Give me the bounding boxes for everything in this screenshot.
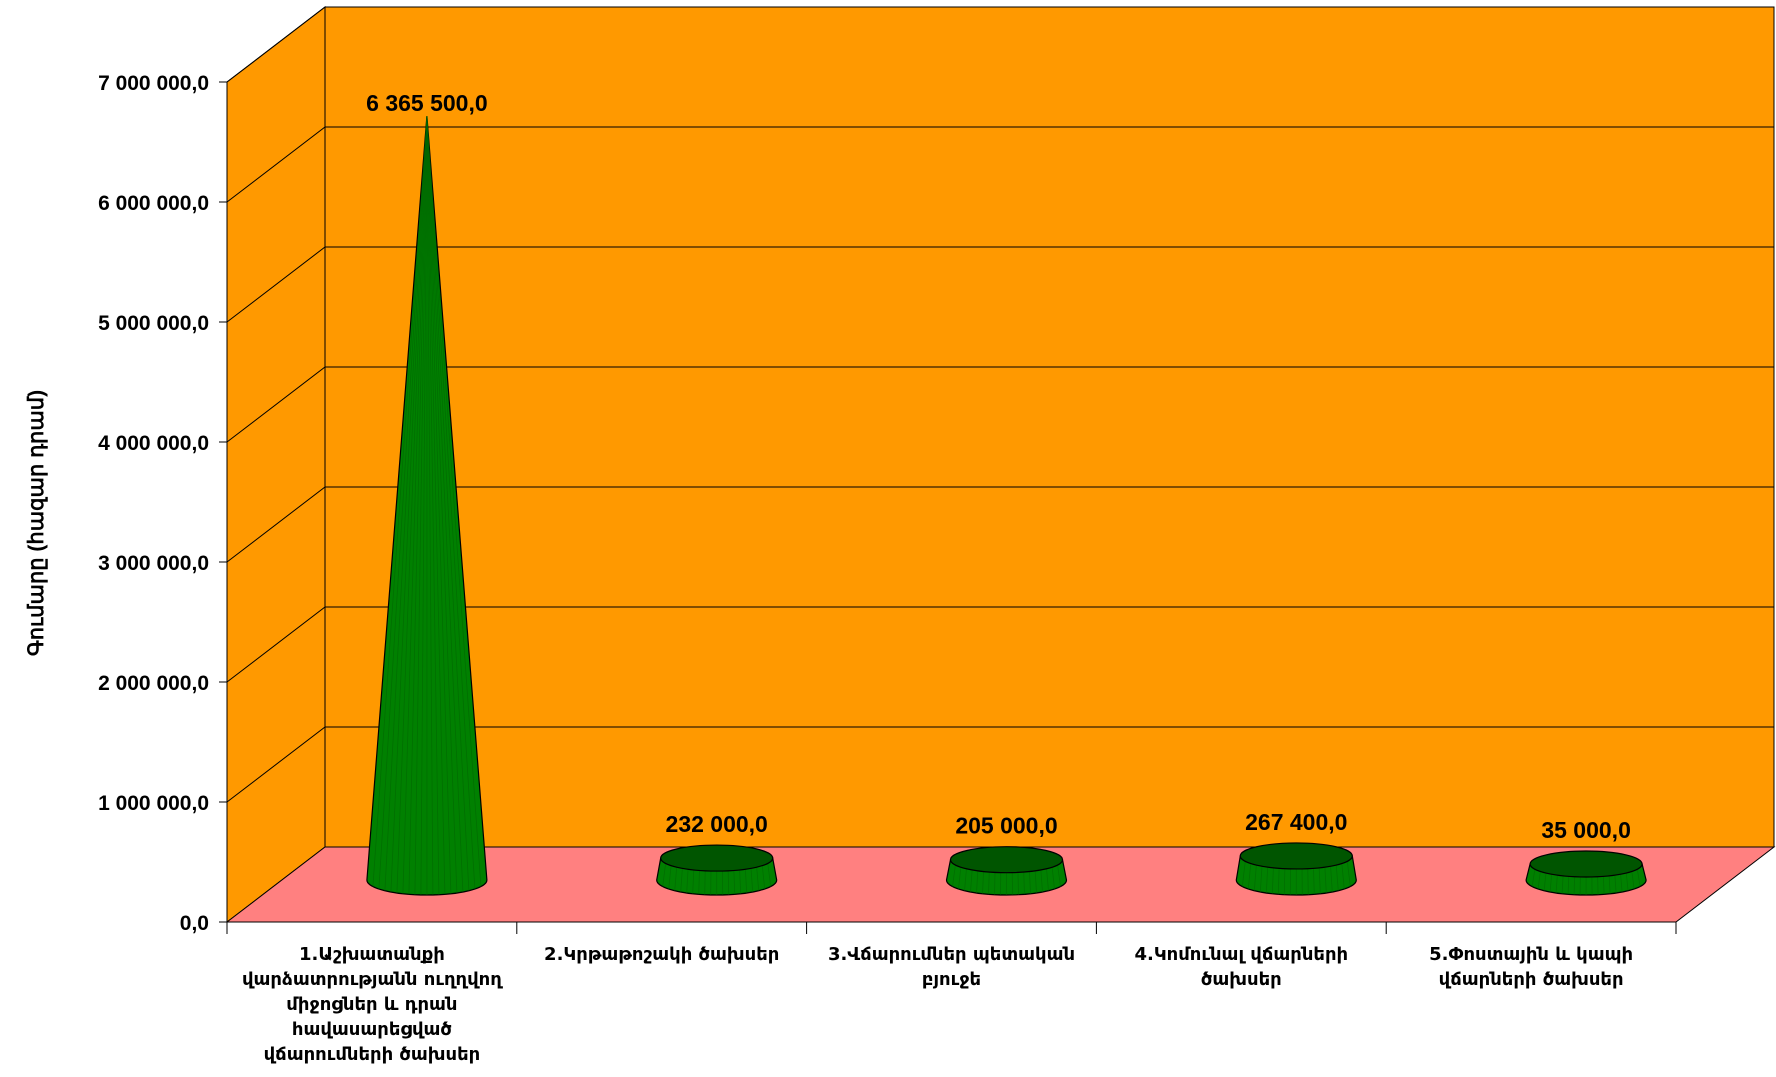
gridline xyxy=(226,246,1774,323)
y-tick-label: 5 000 000,0 xyxy=(98,312,209,335)
bars xyxy=(366,116,1647,896)
bar xyxy=(1525,850,1647,896)
bar xyxy=(945,846,1068,896)
data-label: 6 365 500,0 xyxy=(366,90,488,116)
x-tick-label: 2.Կրթաթոշակի ծախսեր xyxy=(544,944,780,965)
gridline xyxy=(226,366,1774,443)
bar xyxy=(656,844,778,896)
x-tick-label: 4.Կոմունալ վճարների ծախսեր xyxy=(1134,944,1349,990)
x-tick-label: 5.Փոստային և կապի վճարների ծախսեր xyxy=(1429,944,1634,990)
y-tick-label: 4 000 000,0 xyxy=(98,432,209,455)
bar xyxy=(366,116,488,896)
x-tick-label: 3.Վճարումներ պետական բյուջե xyxy=(827,944,1076,990)
gridline xyxy=(226,486,1774,563)
data-label: 35 000,0 xyxy=(1541,817,1631,843)
gridline xyxy=(226,726,1774,803)
y-tick-label: 7 000 000,0 xyxy=(98,72,209,95)
data-label: 232 000,0 xyxy=(666,811,768,837)
y-tick-label: 6 000 000,0 xyxy=(98,192,209,215)
gridline xyxy=(226,606,1774,683)
y-tick-label: 0,0 xyxy=(180,912,209,935)
gridlines xyxy=(226,6,1774,803)
bar xyxy=(1235,842,1357,896)
x-tick-label: 1.Աշխատանքի վարձատրությանն ուղղվող միջոց… xyxy=(241,944,502,1065)
data-label: 205 000,0 xyxy=(955,813,1057,839)
y-axis-label: Գումարը (հազար դրամ) xyxy=(25,390,48,656)
y-tick-label: 1 000 000,0 xyxy=(98,792,209,815)
data-label: 267 400,0 xyxy=(1245,809,1347,835)
side-wall xyxy=(226,5,326,924)
gridline xyxy=(226,126,1774,203)
back-wall xyxy=(324,6,1775,848)
y-tick-label: 2 000 000,0 xyxy=(98,672,209,695)
data-labels: 6 365 500,0 232 000,0 205 000,0 267 400,0 35… xyxy=(366,90,1631,843)
y-axis-ticks: 0,0 1 000 000,0 2 000 000,0 3 000 000,0 4 00… xyxy=(98,72,1677,935)
gridline xyxy=(226,6,1774,83)
y-tick-label: 3 000 000,0 xyxy=(98,552,209,575)
